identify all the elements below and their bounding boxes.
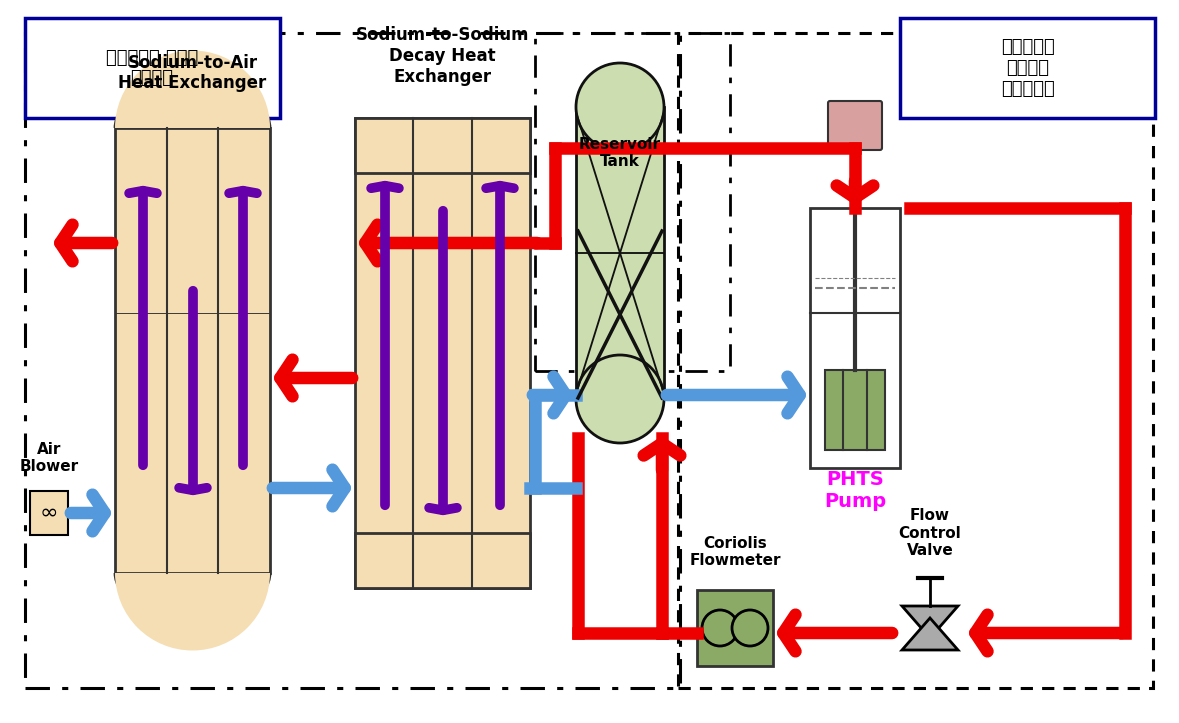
FancyBboxPatch shape bbox=[577, 107, 664, 399]
Text: ∞: ∞ bbox=[40, 503, 58, 523]
Text: Air
Blower: Air Blower bbox=[19, 442, 79, 474]
Circle shape bbox=[732, 610, 768, 646]
Text: 기계식펌프
성능시험
폐순환루프: 기계식펌프 성능시험 폐순환루프 bbox=[1001, 38, 1055, 98]
FancyBboxPatch shape bbox=[697, 590, 773, 666]
Circle shape bbox=[702, 610, 738, 646]
FancyBboxPatch shape bbox=[810, 208, 900, 468]
Polygon shape bbox=[902, 606, 959, 638]
FancyBboxPatch shape bbox=[828, 101, 882, 150]
Polygon shape bbox=[902, 618, 959, 650]
FancyBboxPatch shape bbox=[355, 118, 531, 588]
FancyBboxPatch shape bbox=[355, 118, 531, 173]
Text: Reservoir
Tank: Reservoir Tank bbox=[579, 137, 661, 169]
Text: Sodium-to-Sodium
Decay Heat
Exchanger: Sodium-to-Sodium Decay Heat Exchanger bbox=[356, 26, 529, 86]
Text: Sodium-to-Air
Heat Exchanger: Sodium-to-Air Heat Exchanger bbox=[118, 54, 266, 93]
Text: Coriolis
Flowmeter: Coriolis Flowmeter bbox=[690, 536, 780, 568]
FancyBboxPatch shape bbox=[900, 18, 1155, 118]
FancyBboxPatch shape bbox=[355, 533, 531, 588]
FancyBboxPatch shape bbox=[29, 491, 68, 535]
Ellipse shape bbox=[577, 63, 664, 151]
FancyBboxPatch shape bbox=[116, 128, 270, 573]
Wedge shape bbox=[116, 51, 270, 128]
FancyBboxPatch shape bbox=[25, 18, 279, 118]
Text: 기계식펌프 생성열
제거루프: 기계식펌프 생성열 제거루프 bbox=[106, 48, 198, 87]
FancyBboxPatch shape bbox=[825, 370, 885, 450]
Text: PHTS
Pump: PHTS Pump bbox=[824, 469, 887, 510]
Wedge shape bbox=[116, 573, 270, 651]
Text: Flow
Control
Valve: Flow Control Valve bbox=[898, 508, 961, 558]
Ellipse shape bbox=[577, 355, 664, 443]
